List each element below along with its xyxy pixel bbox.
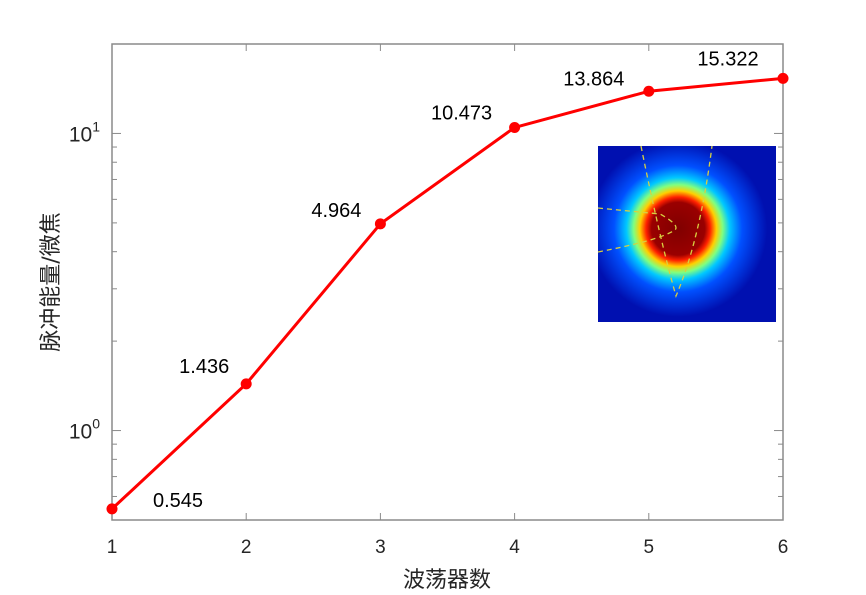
x-tick-label: 6: [778, 537, 789, 558]
plot-frame: [111, 43, 784, 521]
data-label: 4.964: [311, 200, 361, 222]
data-point: [509, 121, 521, 133]
x-tick-label: 4: [509, 537, 520, 558]
x-tick-label: 3: [375, 537, 386, 558]
data-label: 15.322: [697, 48, 758, 70]
data-point: [777, 72, 789, 84]
data-label: 0.545: [153, 490, 203, 512]
data-point: [374, 218, 386, 230]
series-line: [110, 76, 784, 510]
y-tick-label: 101: [69, 118, 100, 146]
x-axis-label: 波荡器数: [403, 568, 491, 593]
x-tick-label: 1: [107, 537, 118, 558]
axes-box: 1 2 3 4 5 6 100 101: [69, 43, 789, 558]
beam-spot-inset: [597, 145, 776, 322]
data-label: 1.436: [179, 356, 229, 378]
x-tick-label: 5: [644, 537, 655, 558]
data-point: [106, 503, 118, 515]
data-point: [643, 85, 655, 97]
x-tick-label: 2: [241, 537, 252, 558]
data-label: 10.473: [431, 102, 492, 124]
y-axis-label: 脉冲能量/微焦: [39, 212, 64, 351]
data-label: 13.864: [563, 68, 624, 90]
y-tick-label: 100: [69, 416, 100, 444]
data-point: [240, 378, 252, 390]
